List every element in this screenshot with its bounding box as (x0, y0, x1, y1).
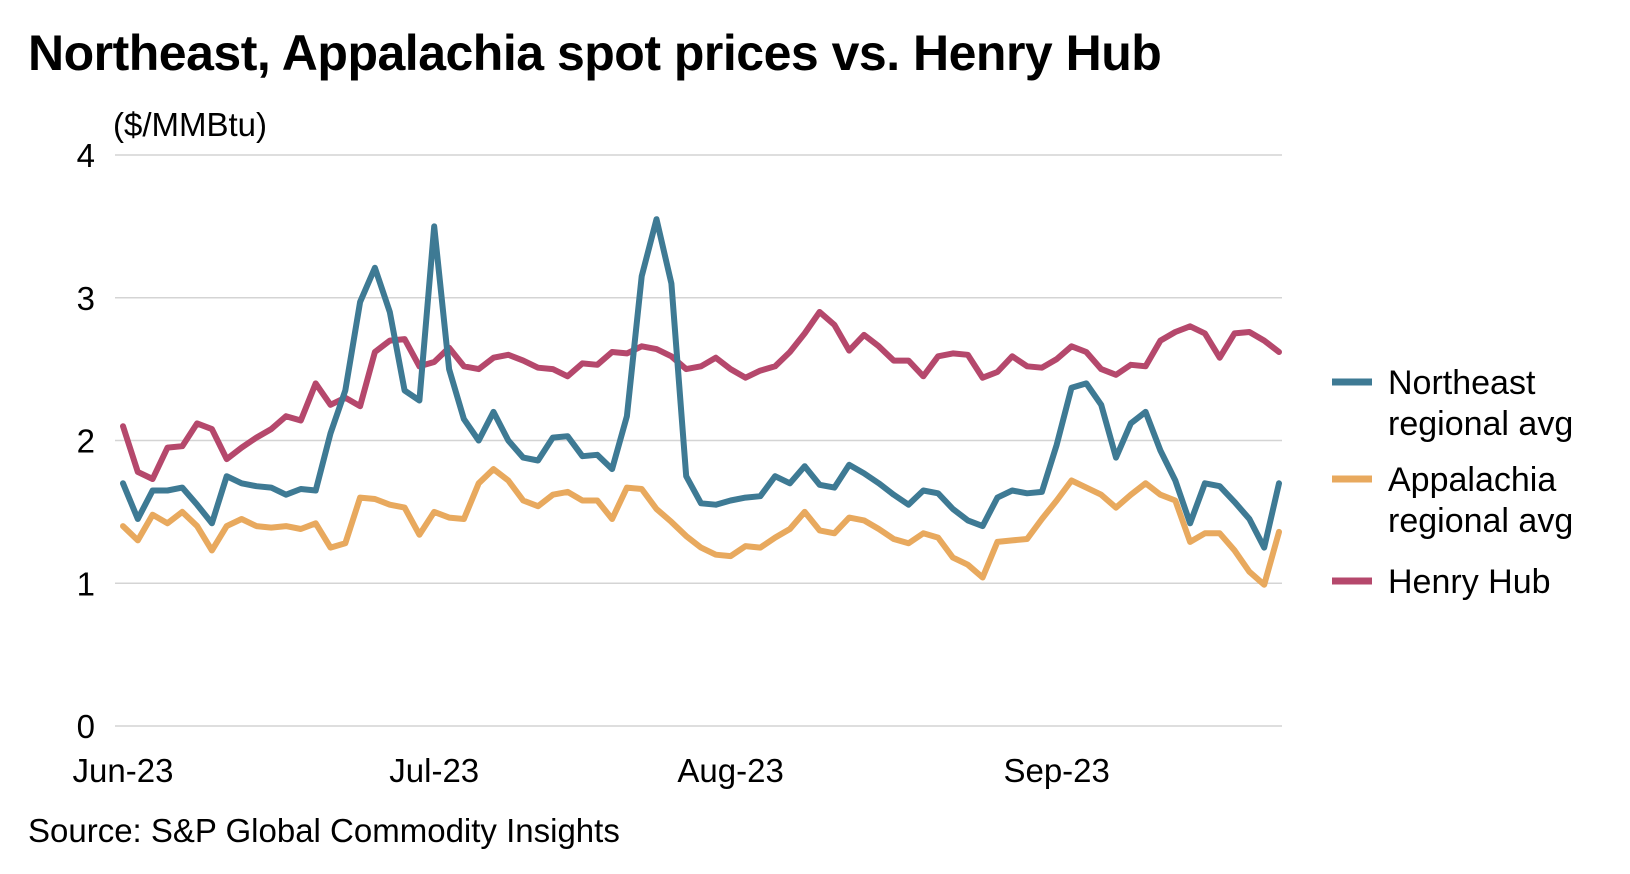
gridlines (115, 154, 1282, 727)
x-tick-label: Aug-23 (677, 752, 783, 789)
x-tick-label: Jul-23 (389, 752, 479, 789)
series-lines (120, 216, 1282, 588)
source-note: Source: S&P Global Commodity Insights (28, 812, 620, 849)
legend-label: regional avg (1388, 502, 1573, 540)
y-tick-label: 2 (77, 423, 95, 460)
x-tick-label: Jun-23 (73, 752, 174, 789)
legend-label: Appalachia (1388, 461, 1556, 499)
y-tick-label: 1 (77, 565, 95, 602)
y-tick-label: 3 (77, 280, 95, 317)
y-axis-unit-label: ($/MMBtu) (113, 106, 267, 143)
x-axis-ticks: Jun-23 Jul-23 Aug-23 Sep-23 (73, 752, 1110, 789)
series-line-henry-hub (120, 309, 1282, 482)
series-line-appalachia-regional-avg (120, 466, 1282, 588)
y-tick-label: 0 (77, 708, 95, 745)
x-tick-label: Sep-23 (1003, 752, 1109, 789)
legend-label: Henry Hub (1388, 563, 1551, 601)
series-line-northeast-regional-avg (120, 216, 1282, 551)
legend-label: Northeast (1388, 364, 1536, 402)
y-axis-ticks: 0 1 2 3 4 (77, 137, 95, 745)
chart-title: Northeast, Appalachia spot prices vs. He… (28, 25, 1162, 81)
y-tick-label: 4 (77, 137, 95, 174)
legend-label: regional avg (1388, 405, 1573, 443)
